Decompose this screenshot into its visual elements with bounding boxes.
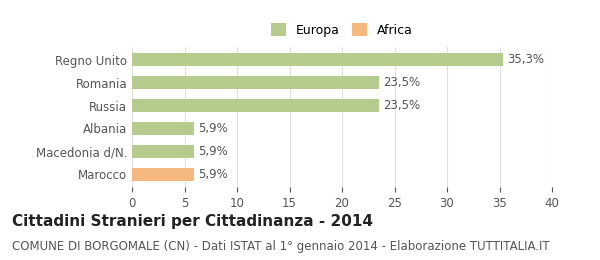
Bar — [132, 76, 379, 89]
Bar — [132, 168, 194, 181]
Bar — [132, 99, 379, 112]
Text: 23,5%: 23,5% — [383, 99, 420, 112]
Text: 35,3%: 35,3% — [507, 53, 544, 66]
Bar — [132, 53, 503, 66]
Text: 23,5%: 23,5% — [383, 76, 420, 89]
Text: 5,9%: 5,9% — [198, 145, 228, 158]
Bar — [132, 122, 194, 135]
Bar — [132, 145, 194, 158]
Text: Cittadini Stranieri per Cittadinanza - 2014: Cittadini Stranieri per Cittadinanza - 2… — [12, 214, 373, 229]
Legend: Europa, Africa: Europa, Africa — [266, 18, 418, 42]
Text: COMUNE DI BORGOMALE (CN) - Dati ISTAT al 1° gennaio 2014 - Elaborazione TUTTITAL: COMUNE DI BORGOMALE (CN) - Dati ISTAT al… — [12, 240, 550, 253]
Text: 5,9%: 5,9% — [198, 122, 228, 135]
Text: 5,9%: 5,9% — [198, 168, 228, 181]
